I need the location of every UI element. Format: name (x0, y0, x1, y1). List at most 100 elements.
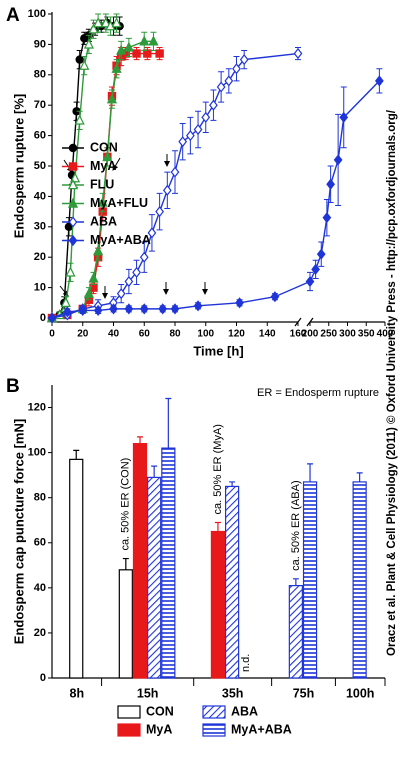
point (60, 296, 71, 307)
x-tick-label: 60 (139, 329, 151, 340)
annotation: ca. 50% ER (ABA) (290, 480, 302, 570)
point (139, 251, 149, 263)
bar (132, 443, 148, 679)
y-axis-label: Endosperm cap puncture force [mN] (11, 419, 26, 644)
legend-label: CON (146, 704, 174, 718)
x-tick-label: 350 (358, 329, 375, 340)
error-bar (136, 436, 143, 444)
point (123, 41, 134, 52)
y-tick-label: 100 (28, 8, 46, 20)
x-axis-label: Time [h] (193, 343, 243, 358)
legend-label: ABA (90, 214, 117, 228)
legend-label: ABA (231, 704, 258, 718)
point (106, 93, 118, 104)
y-tick-label: 60 (34, 537, 46, 549)
point (132, 49, 141, 58)
legend-marker (68, 216, 78, 228)
point (311, 263, 320, 275)
point (78, 304, 88, 316)
point (116, 288, 126, 300)
error-bar (307, 463, 314, 482)
legend-swatch (202, 723, 226, 737)
x-tick-label: 160 (290, 329, 307, 340)
y-tick-label: 10 (34, 282, 46, 294)
point (100, 17, 111, 28)
y-axis-label: Endosperm rupture [%] (11, 94, 26, 238)
legend-label: MyA+ABA (231, 722, 292, 736)
point (209, 99, 218, 111)
point (339, 111, 349, 123)
value-label: n.d. (240, 654, 252, 672)
bar (69, 458, 84, 679)
point (333, 154, 343, 166)
y-tick-label: 60 (34, 130, 46, 142)
y-tick-label: 0 (40, 672, 46, 684)
y-tick-label: 100 (28, 447, 46, 459)
error-bar (122, 557, 129, 570)
bar (210, 530, 226, 679)
point (111, 62, 122, 73)
x-tick-label: 250 (320, 329, 337, 340)
y-tick-label: 20 (34, 251, 46, 263)
y-tick-label: 20 (34, 627, 46, 639)
x-tick-label: 0 (49, 329, 55, 340)
x-tick-label: 200 (302, 329, 319, 340)
point (147, 227, 157, 239)
point (93, 17, 104, 28)
legend-label: CON (90, 140, 118, 154)
point (139, 303, 149, 315)
point (109, 303, 118, 315)
panel-label: A (6, 5, 20, 26)
y-tick-label: 40 (34, 582, 46, 594)
legend-marker (68, 143, 78, 153)
legend-marker (68, 162, 78, 171)
x-tick-label: 120 (228, 329, 245, 340)
bar (288, 584, 303, 679)
point (186, 130, 195, 142)
y-tick-label: 30 (34, 221, 46, 233)
point (63, 306, 72, 318)
legend-marker (68, 234, 78, 247)
point (102, 150, 113, 162)
point (170, 303, 180, 315)
legend-swatch (202, 705, 226, 719)
point (270, 291, 280, 303)
error-bar (229, 481, 236, 487)
legend-label: MyA (90, 159, 116, 173)
legend-label: MyA+ABA (90, 233, 151, 247)
point (232, 63, 241, 75)
bar (161, 447, 176, 679)
point (124, 275, 134, 288)
bar (118, 569, 133, 679)
legend-label: FLU (90, 177, 114, 191)
x-tick-label: 40 (108, 329, 120, 340)
point (148, 35, 159, 46)
point (93, 245, 104, 256)
point (224, 75, 234, 87)
panel-label: B (6, 376, 20, 397)
error-bar (292, 578, 299, 586)
point (93, 304, 103, 316)
x-tick-label: 400 (377, 329, 394, 340)
point (201, 111, 211, 123)
point (75, 55, 84, 64)
y-tick-label: 0 (40, 312, 46, 324)
x-tick-label: 80 (169, 329, 181, 340)
point (193, 123, 203, 136)
legend-marker (67, 197, 79, 208)
bar (352, 481, 367, 679)
side-credit: Oracz et al. Plant & Cell Physiology (20… (386, 109, 398, 656)
point (178, 136, 188, 148)
error-bar (73, 449, 80, 460)
point (158, 303, 168, 315)
point (293, 47, 303, 60)
y-tick-label: 80 (34, 492, 46, 504)
note: ER = Endosperm rupture (257, 387, 379, 399)
y-tick-label: 90 (34, 38, 46, 50)
legend-marker (67, 179, 79, 190)
x-tick-label: 75h (293, 686, 315, 700)
point (216, 81, 226, 93)
point (132, 266, 141, 278)
x-tick-label: 15h (137, 686, 159, 700)
